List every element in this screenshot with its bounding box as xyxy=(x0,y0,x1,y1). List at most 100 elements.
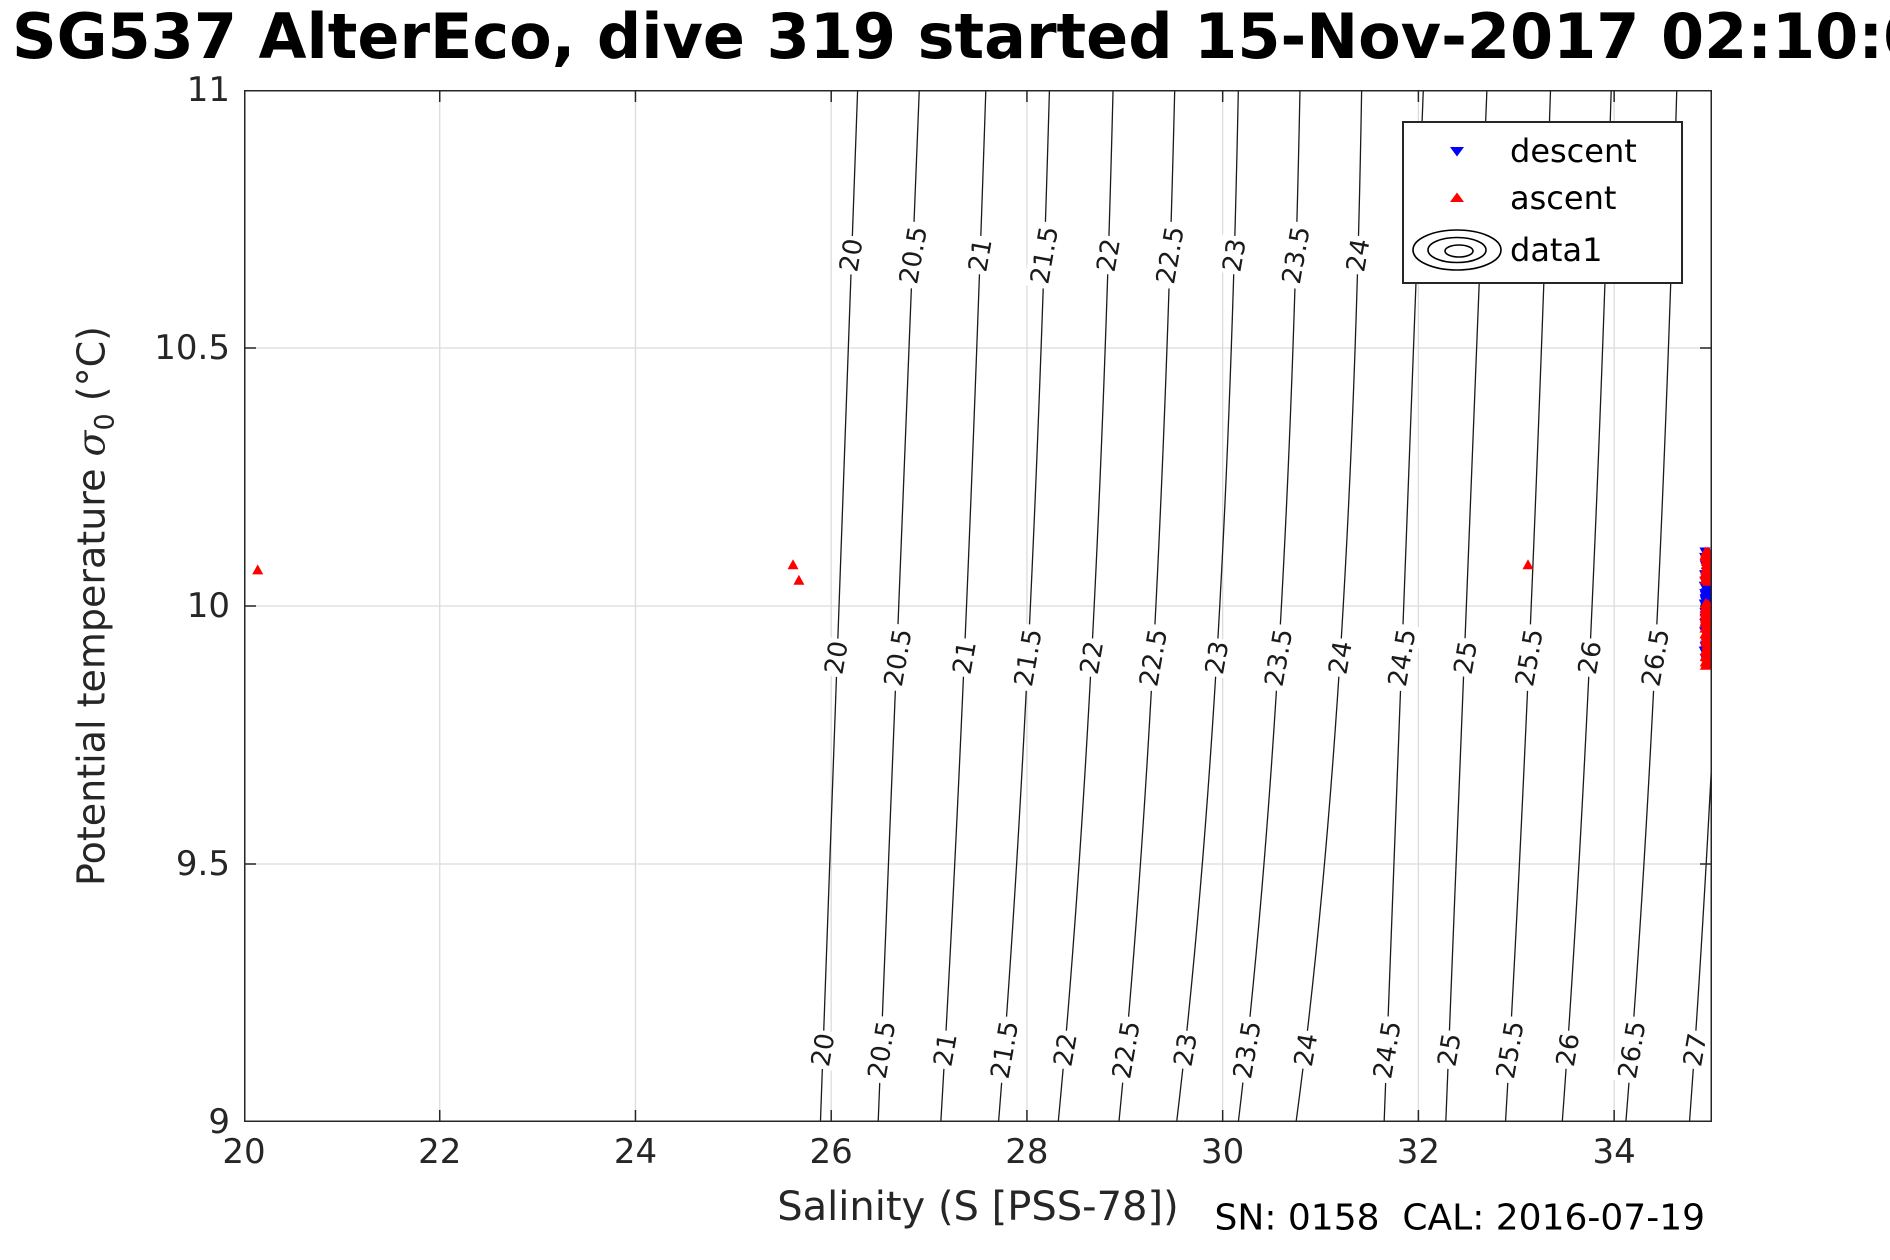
triangle-down-icon xyxy=(1404,141,1510,161)
svg-text:21.5: 21.5 xyxy=(986,1019,1026,1081)
contour-label: 25 xyxy=(1431,1028,1468,1072)
contour-label: 20.5 xyxy=(892,220,934,291)
contour-label: 25.5 xyxy=(1489,1014,1531,1085)
svg-text:21.5: 21.5 xyxy=(1009,627,1049,689)
x-tick-label: 30 xyxy=(1201,1132,1245,1172)
contour-label: 24.5 xyxy=(1366,1014,1408,1085)
ascent-marker xyxy=(793,574,805,585)
contour-rings-icon xyxy=(1404,227,1510,273)
y-tick-label: 11 xyxy=(186,70,230,110)
x-axis-label: Salinity (S [PSS-78]) xyxy=(777,1184,1179,1230)
ascent-marker xyxy=(1702,649,1712,660)
contour-label: 23.5 xyxy=(1257,622,1300,693)
contour-label: 26 xyxy=(1571,636,1608,679)
svg-text:20.5: 20.5 xyxy=(879,627,919,689)
svg-text:21.5: 21.5 xyxy=(1025,224,1065,286)
ascent-marker xyxy=(252,564,264,575)
svg-text:22.5: 22.5 xyxy=(1151,224,1191,286)
svg-text:25: 25 xyxy=(1449,639,1484,677)
contour-labels: 20 20.5 21 21.5 22 22.5 23 23.5 24 20 20.5 21 21.5 22… xyxy=(804,220,1712,1085)
contour-label: 22 xyxy=(1047,1028,1084,1072)
ascent-marker xyxy=(1700,551,1712,562)
y-tick-label: 9.5 xyxy=(175,844,230,884)
contour-label: 20.5 xyxy=(877,622,919,693)
svg-text:20.5: 20.5 xyxy=(894,224,934,286)
svg-text:26.5: 26.5 xyxy=(1636,627,1676,689)
contour-label: 20.5 xyxy=(861,1014,902,1085)
svg-text:20: 20 xyxy=(834,236,869,274)
contour-label: 23.5 xyxy=(1275,220,1317,291)
descent-marker xyxy=(1701,584,1712,595)
contour-label: 22.5 xyxy=(1149,220,1191,291)
contour-label: 21.5 xyxy=(1023,220,1065,291)
triangle-up-icon xyxy=(1404,188,1510,208)
contour-label: 26.5 xyxy=(1634,622,1676,693)
legend-row-ascent: ascent xyxy=(1404,179,1681,217)
contour-label: 21.5 xyxy=(983,1014,1026,1085)
x-tick-label: 22 xyxy=(418,1132,462,1172)
svg-text:22: 22 xyxy=(1092,236,1127,274)
y-axis-label: Potential temperature σ0 (°C) xyxy=(70,326,121,886)
contour-label: 26.5 xyxy=(1611,1014,1653,1085)
legend: descent ascent data1 xyxy=(1402,121,1683,284)
svg-text:23.5: 23.5 xyxy=(1228,1019,1268,1081)
contour-label: 21 xyxy=(946,636,983,679)
svg-text:26.5: 26.5 xyxy=(1613,1019,1653,1081)
svg-text:24.5: 24.5 xyxy=(1368,1019,1408,1081)
svg-text:23.5: 23.5 xyxy=(1260,627,1300,689)
svg-text:21: 21 xyxy=(929,1031,964,1069)
contour-label: 24.5 xyxy=(1381,622,1423,693)
contour-label: 22.5 xyxy=(1105,1014,1147,1085)
svg-text:21: 21 xyxy=(948,639,983,677)
contour-label: 22.5 xyxy=(1132,622,1174,693)
contour-label: 20 xyxy=(818,636,855,679)
legend-label-data1: data1 xyxy=(1510,231,1603,270)
svg-text:20: 20 xyxy=(806,1031,841,1069)
svg-text:25: 25 xyxy=(1433,1031,1468,1069)
svg-text:26: 26 xyxy=(1551,1031,1586,1069)
svg-text:24: 24 xyxy=(1341,236,1376,274)
y-tick-label: 10 xyxy=(186,586,230,626)
contour-label: 24 xyxy=(1339,233,1377,277)
svg-text:23: 23 xyxy=(1218,236,1253,274)
legend-label-ascent: ascent xyxy=(1510,179,1617,218)
contour-label: 24 xyxy=(1287,1028,1324,1072)
contour-label: 23 xyxy=(1167,1028,1204,1072)
svg-text:21: 21 xyxy=(963,236,998,274)
contour-label: 25.5 xyxy=(1508,622,1550,693)
ascent-markers xyxy=(252,546,1712,670)
svg-text:22: 22 xyxy=(1075,639,1110,677)
x-tick-label: 28 xyxy=(1005,1132,1049,1172)
contour-label: 21.5 xyxy=(1007,622,1049,693)
contour-label: 24 xyxy=(1322,636,1359,679)
contour-label: 26 xyxy=(1549,1028,1586,1072)
contour-label: 21 xyxy=(961,233,999,277)
contour-label: 23 xyxy=(1216,233,1253,277)
ascent-marker xyxy=(787,559,799,570)
sigma-symbol: σ xyxy=(69,430,114,457)
x-tick-label: 24 xyxy=(613,1132,658,1172)
x-tick-label: 32 xyxy=(1396,1132,1441,1172)
axis-ticks xyxy=(244,90,1712,1122)
ascent-marker xyxy=(1700,546,1712,557)
x-tick-label: 26 xyxy=(809,1132,853,1172)
y-axis-unit: (°C) xyxy=(69,326,114,414)
svg-text:24: 24 xyxy=(1289,1031,1324,1069)
svg-text:24: 24 xyxy=(1323,639,1358,677)
svg-text:23: 23 xyxy=(1169,1031,1204,1069)
sigma-subscript: 0 xyxy=(89,413,121,431)
legend-row-data1: data1 xyxy=(1404,227,1681,273)
x-tick-label: 34 xyxy=(1592,1132,1636,1172)
contour-label: 25 xyxy=(1447,636,1484,679)
legend-label-descent: descent xyxy=(1510,131,1637,170)
svg-text:22.5: 22.5 xyxy=(1107,1019,1147,1081)
contour-label: 22 xyxy=(1090,233,1127,277)
ascent-marker xyxy=(1700,559,1712,570)
svg-text:23: 23 xyxy=(1200,639,1235,677)
plot-border xyxy=(244,90,1712,1122)
sn-cal-text: SN: 0158 CAL: 2016-07-19 xyxy=(1214,1197,1705,1239)
svg-text:22: 22 xyxy=(1048,1031,1083,1069)
svg-text:25.5: 25.5 xyxy=(1491,1019,1531,1081)
ascent-marker xyxy=(1702,599,1712,610)
